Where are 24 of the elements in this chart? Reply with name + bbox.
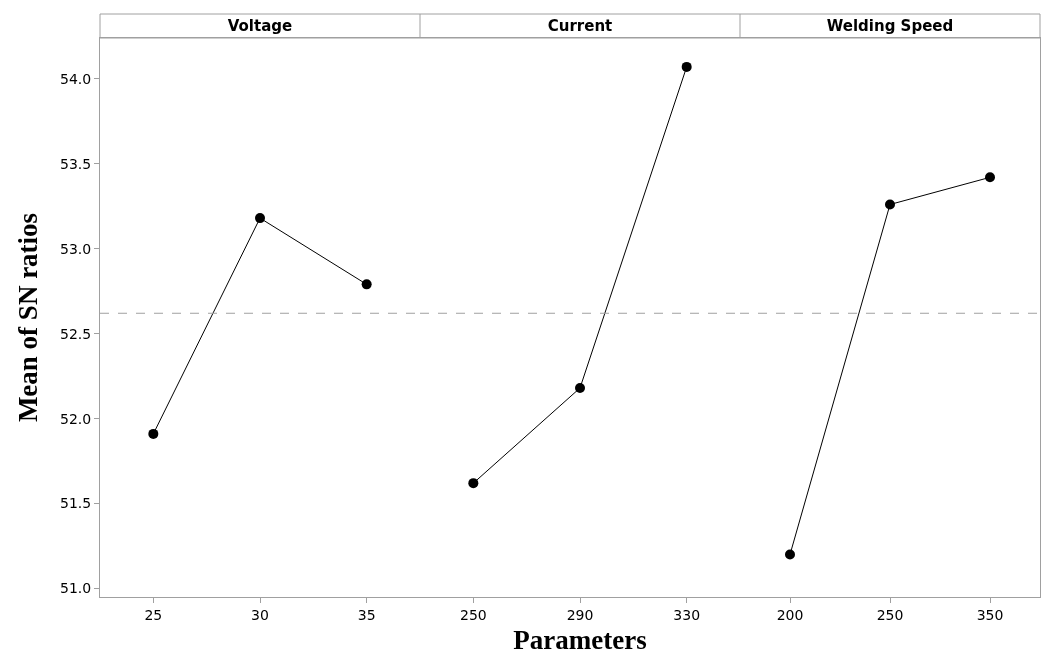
- x-tick-label: 350: [976, 606, 1004, 623]
- y-tick-label: 52.5: [60, 325, 92, 342]
- point: [148, 428, 159, 439]
- y-tick-label: 52.0: [60, 410, 92, 427]
- x-tick-label: 250: [459, 606, 487, 623]
- x-tick-label: 330: [673, 606, 701, 623]
- x-tick-label: 250: [876, 606, 904, 623]
- point: [255, 213, 265, 224]
- chart-title: Voltage: [227, 17, 293, 36]
- x-axis-title: Parameters: [513, 625, 647, 656]
- point: [361, 279, 372, 290]
- y-tick-label: 54.0: [60, 70, 92, 87]
- chart-title: Welding Speed: [826, 17, 954, 36]
- y-tick-label: 51.5: [60, 495, 92, 512]
- y-tick-label: 53.5: [60, 155, 92, 172]
- x-tick-label: 30: [251, 606, 269, 623]
- y-tick-label: 51.0: [60, 580, 92, 597]
- x-tick-label: 25: [144, 606, 163, 623]
- y-axis-title: Mean of SN ratios: [13, 212, 44, 423]
- x-tick-label: 290: [566, 606, 594, 623]
- y-tick-label: 53.0: [60, 240, 92, 257]
- chart-title: Current: [547, 17, 613, 36]
- x-tick-label: 200: [776, 606, 804, 623]
- x-tick-label: 35: [357, 606, 376, 623]
